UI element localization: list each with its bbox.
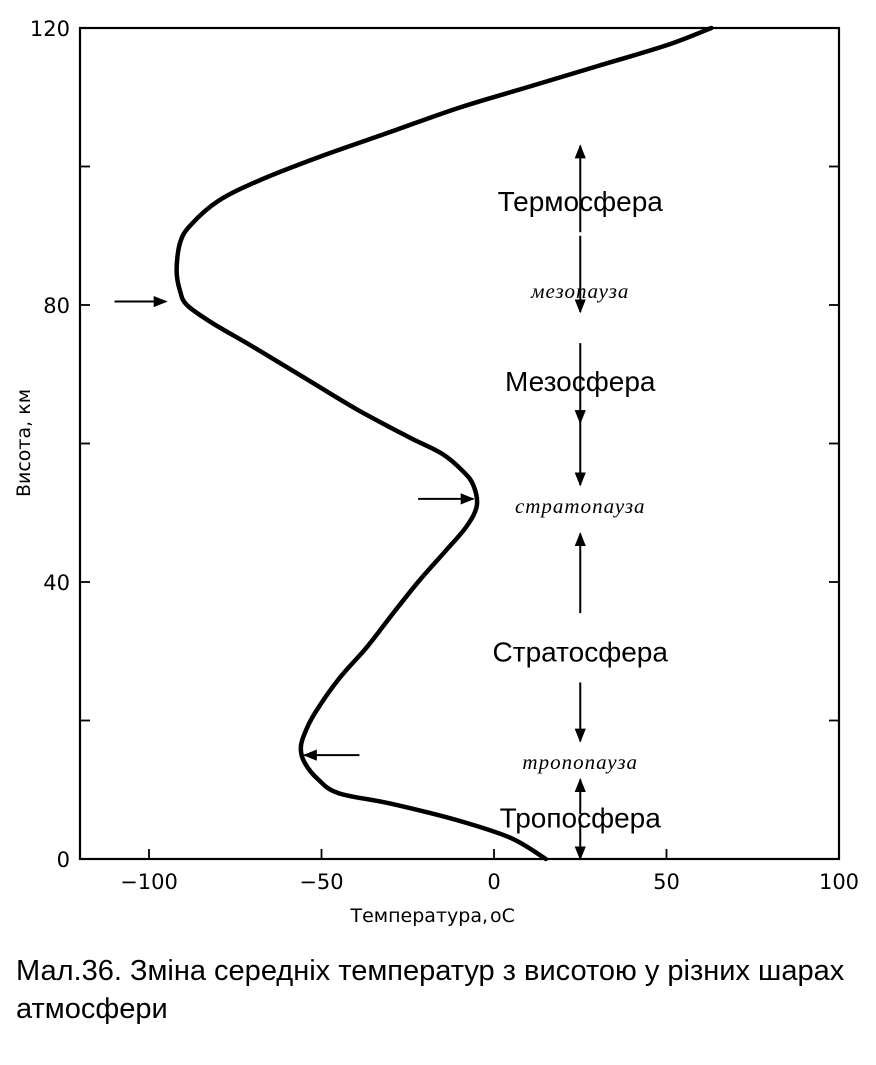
temperature-altitude-chart: −100 −50 0 50 100 0 40 80 120 Термосфера мезопауз… (13, 17, 859, 927)
plot-frame (78, 26, 841, 861)
y-axis-label: Висота, км (13, 389, 35, 497)
x-tick-label: −100 (120, 870, 178, 894)
pointer-arrows (114, 295, 475, 761)
x-tick-label: 50 (653, 870, 680, 894)
x-tick-label: −50 (299, 870, 343, 894)
layer-label: мезопауза (530, 279, 629, 303)
layer-label: тропопауза (522, 750, 638, 774)
axis-tick-labels: −100 −50 0 50 100 0 40 80 120 (30, 17, 859, 894)
x-tick-label: 0 (487, 870, 500, 894)
layer-label: Мезосфера (505, 366, 656, 397)
temperature-curve (174, 25, 714, 862)
y-tick-label: 40 (43, 571, 70, 595)
y-tick-label: 0 (57, 848, 70, 872)
figure-caption: Мал.36. Зміна середніх температур з висо… (16, 955, 845, 1025)
y-tick-label: 120 (30, 17, 70, 41)
x-tick-label: 100 (819, 870, 859, 894)
x-axis-label: Температура, (350, 905, 489, 927)
x-axis-unit: oC (490, 905, 515, 927)
y-tick-label: 80 (43, 294, 70, 318)
layer-label: стратопауза (515, 494, 646, 518)
layer-labels: Термосфера мезопауза Мезосфера стратопауза С… (493, 186, 669, 833)
axis-ticks (80, 27, 840, 860)
layer-label: Тропосфера (500, 802, 662, 833)
layer-label: Стратосфера (493, 636, 669, 667)
layer-label: Термосфера (498, 186, 664, 217)
